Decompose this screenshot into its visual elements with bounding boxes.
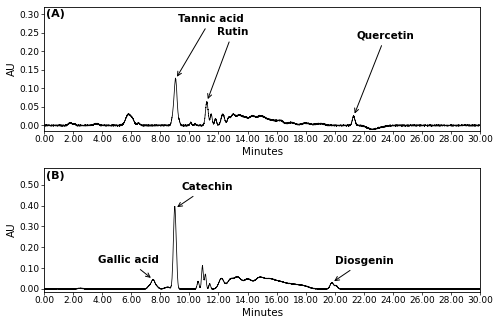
- Text: Gallic acid: Gallic acid: [98, 255, 159, 277]
- Text: Quercetin: Quercetin: [354, 30, 414, 112]
- Text: Tannic acid: Tannic acid: [178, 14, 244, 76]
- Y-axis label: AU: AU: [7, 62, 17, 76]
- Y-axis label: AU: AU: [7, 223, 17, 237]
- X-axis label: Minutes: Minutes: [242, 308, 282, 318]
- Text: Rutin: Rutin: [208, 27, 248, 98]
- X-axis label: Minutes: Minutes: [242, 147, 282, 157]
- Text: (B): (B): [46, 171, 65, 180]
- Text: (A): (A): [46, 9, 65, 20]
- Text: Catechin: Catechin: [178, 182, 233, 207]
- Text: Diosgenin: Diosgenin: [334, 256, 393, 280]
